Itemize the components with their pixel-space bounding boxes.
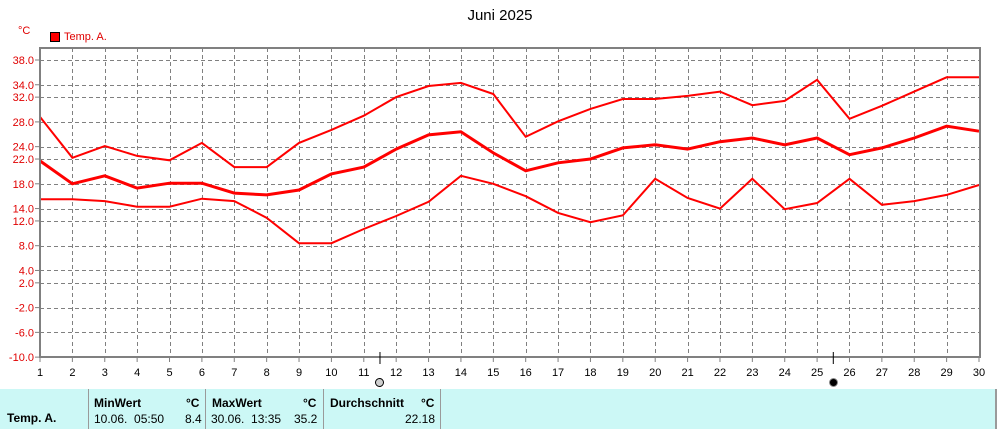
min-unit: °C [186, 396, 200, 410]
svg-text:22.0: 22.0 [13, 154, 34, 166]
svg-text:22: 22 [714, 367, 726, 379]
svg-text:24: 24 [779, 367, 791, 379]
svg-text:7: 7 [231, 367, 237, 379]
svg-text:2.0: 2.0 [19, 278, 34, 290]
svg-text:6: 6 [199, 367, 205, 379]
temperature-chart: 38.034.032.028.024.022.018.014.012.08.04… [9, 47, 985, 379]
svg-text:3: 3 [102, 367, 108, 379]
svg-text:26: 26 [843, 367, 855, 379]
svg-text:29: 29 [940, 367, 952, 379]
svg-text:1: 1 [37, 367, 43, 379]
statistics-panel: Temp. A. MinWert °C 10.06. 05:50 8.4 Max… [0, 389, 997, 429]
svg-text:12: 12 [390, 367, 402, 379]
grid-lines [40, 48, 979, 357]
svg-text:10: 10 [325, 367, 337, 379]
svg-text:8: 8 [264, 367, 270, 379]
svg-text:24.0: 24.0 [13, 142, 34, 154]
new-moon-icon [828, 378, 838, 387]
x-axis-ticks: 1 2 3 4 5 6 7 8 9 10 11 12 13 14 15 16 17 18 19 20 21 22 23 24 2… [37, 357, 985, 379]
svg-text:14: 14 [455, 367, 467, 379]
svg-text:14.0: 14.0 [13, 204, 34, 216]
max-unit: °C [303, 396, 317, 410]
min-datetime: 10.06. 05:50 [94, 412, 165, 426]
svg-text:4.0: 4.0 [19, 265, 34, 277]
svg-text:8.0: 8.0 [19, 241, 34, 253]
data-series [39, 76, 980, 245]
svg-text:9: 9 [296, 367, 302, 379]
svg-text:28: 28 [908, 367, 920, 379]
svg-text:28.0: 28.0 [13, 117, 34, 129]
max-label: MaxWert [212, 396, 262, 410]
svg-text:-6.0: -6.0 [15, 327, 34, 339]
y-axis-unit: °C [18, 25, 31, 37]
divider [205, 389, 206, 429]
svg-text:21: 21 [681, 367, 693, 379]
svg-text:-2.0: -2.0 [15, 303, 34, 315]
min-label: MinWert [94, 396, 142, 410]
svg-text:5: 5 [166, 367, 172, 379]
divider [88, 389, 89, 429]
svg-text:-10.0: -10.0 [9, 352, 34, 364]
svg-text:15: 15 [487, 367, 499, 379]
avg-label: Durchschnitt [330, 396, 405, 410]
svg-text:19: 19 [617, 367, 629, 379]
svg-text:32.0: 32.0 [13, 92, 34, 104]
svg-text:4: 4 [134, 367, 140, 379]
legend-label: Temp. A. [64, 31, 107, 43]
max-datetime: 30.06. 13:35 [211, 412, 282, 426]
avg-unit: °C [421, 396, 435, 410]
legend-swatch-icon [50, 32, 60, 42]
divider [323, 389, 324, 429]
avg-value: 22.18 [405, 412, 436, 426]
svg-text:13: 13 [422, 367, 434, 379]
svg-text:30: 30 [973, 367, 985, 379]
svg-text:20: 20 [649, 367, 661, 379]
y-axis-ticks: 38.0 34.032.0 28.0 24.022.0 18.0 14.012.0 8.0 4… [9, 55, 40, 364]
min-value: 8.4 [185, 412, 202, 426]
svg-text:38.0: 38.0 [13, 55, 34, 67]
legend: Temp. A. [50, 31, 107, 43]
max-value: 35.2 [294, 412, 318, 426]
full-moon-icon [375, 378, 385, 387]
svg-text:18.0: 18.0 [13, 179, 34, 191]
svg-text:27: 27 [876, 367, 888, 379]
svg-text:17: 17 [552, 367, 564, 379]
svg-text:23: 23 [746, 367, 758, 379]
svg-text:25: 25 [811, 367, 823, 379]
svg-text:18: 18 [584, 367, 596, 379]
svg-text:11: 11 [358, 367, 369, 379]
chart-title: Juni 2025 [467, 7, 533, 24]
svg-text:34.0: 34.0 [13, 80, 34, 92]
svg-text:2: 2 [69, 367, 75, 379]
series-name: Temp. A. [7, 411, 57, 425]
svg-text:16: 16 [520, 367, 532, 379]
svg-text:12.0: 12.0 [13, 216, 34, 228]
divider [440, 389, 441, 429]
